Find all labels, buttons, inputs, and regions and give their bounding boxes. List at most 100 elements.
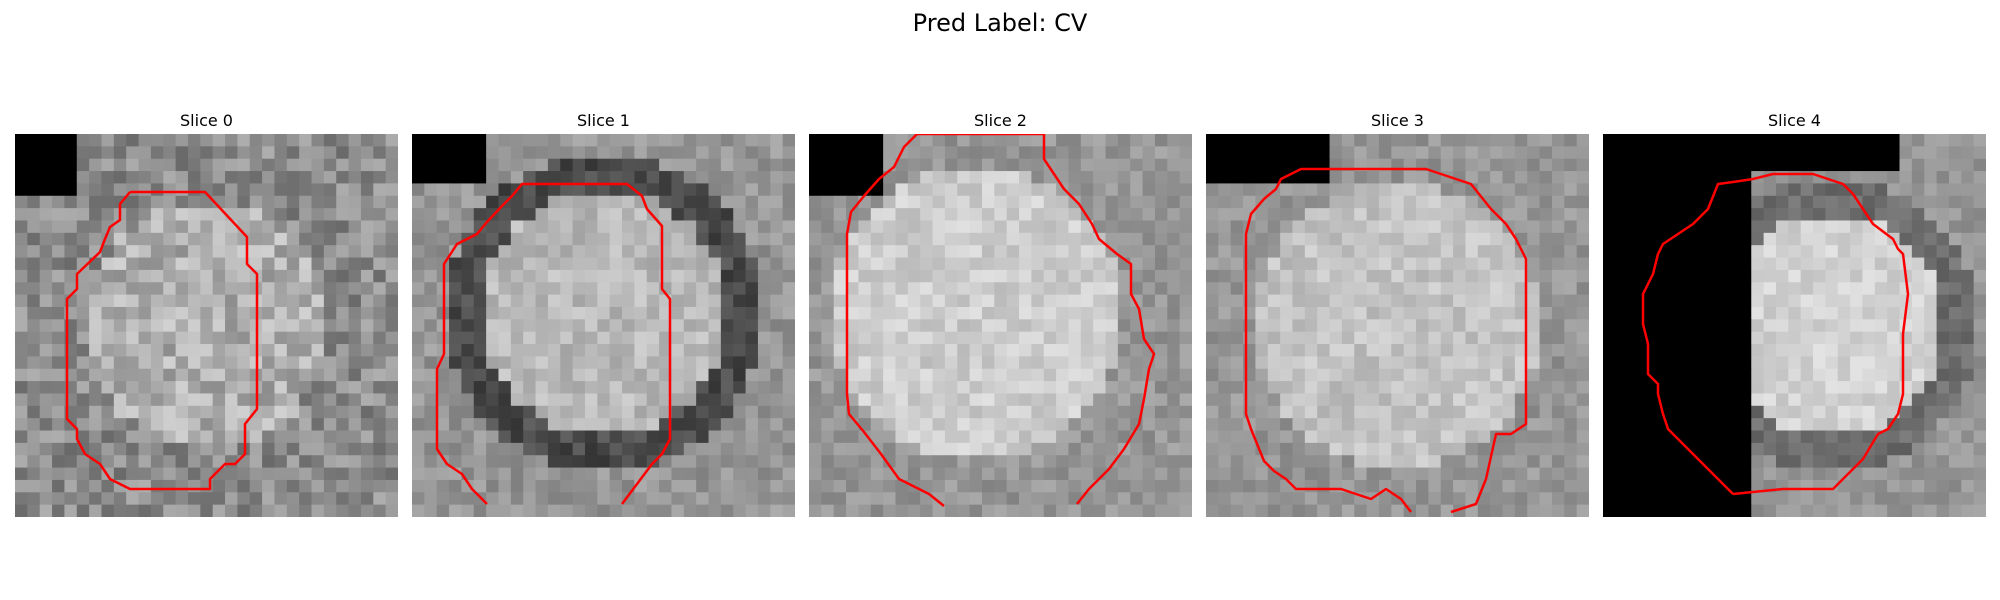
slice-pixel [498, 381, 512, 395]
slice-pixel [1031, 183, 1045, 197]
slice-pixel [299, 418, 313, 432]
slice-pixel [1936, 455, 1950, 469]
slice-pixel [1117, 208, 1131, 222]
slice-pixel [1366, 183, 1380, 197]
slice-pixel [1206, 208, 1219, 222]
slice-pixel [733, 245, 747, 259]
slice-pixel [473, 393, 487, 407]
slice-pixel [1167, 442, 1181, 456]
slice-pixel [535, 195, 549, 209]
slice-pixel [1267, 381, 1281, 395]
slice-pixel [1154, 245, 1168, 259]
slice-pixel [1304, 504, 1318, 517]
slice-pixel [1255, 257, 1269, 271]
slice-pixel [1105, 282, 1119, 296]
slice-pixel [609, 195, 623, 209]
slice-pixel [1329, 368, 1343, 382]
slice-pixel [1465, 319, 1479, 333]
slice-pixel [1031, 393, 1045, 407]
slice-pixel [1056, 269, 1070, 283]
slice-pixel [994, 171, 1008, 185]
slice-pixel [870, 430, 884, 444]
slice-pixel [720, 134, 734, 147]
slice-pixel [833, 393, 847, 407]
slice-pixel [101, 158, 115, 172]
slice-pixel [708, 356, 722, 370]
slice-pixel [1206, 479, 1219, 493]
slice-pixel [1664, 381, 1678, 395]
slice-pixel [1701, 430, 1715, 444]
slice-pixel [385, 294, 398, 308]
slice-pixel [64, 492, 78, 506]
slice-pixel [1615, 319, 1629, 333]
slice-pixel [1738, 282, 1752, 296]
slice-pixel [1167, 479, 1181, 493]
slice-pixel [1961, 430, 1975, 444]
slice-pixel [461, 269, 475, 283]
slice-pixel [1813, 504, 1826, 517]
slice-pixel [1416, 245, 1429, 259]
slice-pixel [1948, 418, 1962, 432]
slice-pixel [385, 368, 398, 382]
slice-pixel [1465, 356, 1479, 370]
slice-pixel [89, 134, 103, 147]
slice-pixel [1440, 418, 1454, 432]
slice-pixel [1874, 331, 1888, 345]
slice-pixel [1105, 393, 1119, 407]
slice-pixel [150, 294, 164, 308]
slice-pixel [1117, 393, 1131, 407]
slice-pixel [1576, 269, 1589, 283]
slice-pixel [1354, 294, 1368, 308]
slice-pixel [969, 418, 983, 432]
slice-pixel [733, 368, 747, 382]
slice-pixel [424, 405, 438, 419]
slice-pixel [1615, 467, 1629, 481]
slice-pixel [1366, 195, 1380, 209]
slice-pixel [175, 245, 189, 259]
slice-pixel [969, 282, 983, 296]
slice-pixel [1502, 331, 1516, 345]
slice-pixel [1874, 183, 1888, 197]
slice-pixel [138, 381, 152, 395]
slice-pixel [39, 195, 53, 209]
slice-pixel [622, 146, 635, 160]
slice-pixel [1142, 467, 1156, 481]
slice-pixel [1539, 269, 1553, 283]
slice-pixel [1874, 195, 1888, 209]
slice-pixel [1329, 344, 1343, 357]
slice-pixel [1862, 245, 1876, 259]
slice-pixel [1142, 134, 1156, 147]
slice-pixel [757, 282, 771, 296]
slice-pixel [821, 405, 835, 419]
slice-pixel [523, 220, 537, 234]
slice-pixel [89, 467, 103, 481]
slice-pixel [101, 368, 115, 382]
slice-pixel [15, 479, 28, 493]
slice-pixel [920, 282, 934, 296]
slice-pixel [969, 232, 983, 246]
slice-pixel [1490, 195, 1504, 209]
slice-pixel [1490, 381, 1504, 395]
slice-pixel [609, 306, 623, 320]
slice-pixel [1056, 245, 1070, 259]
slice-pixel [1477, 220, 1491, 234]
slice-pixel [683, 430, 697, 444]
slice-pixel [1887, 282, 1901, 296]
slice-pixel [1043, 455, 1057, 469]
slice-pixel [1564, 220, 1578, 234]
slice-pixel [348, 492, 362, 506]
slice-pixel [547, 195, 561, 209]
slice-pixel [1640, 146, 1654, 160]
slice-pixel [1403, 269, 1417, 283]
slice-pixel [1689, 467, 1703, 481]
slice-pixel [39, 393, 53, 407]
slice-pixel [1329, 183, 1343, 197]
slice-pixel [385, 208, 398, 222]
slice-pixel [1576, 405, 1589, 419]
slice-pixel [311, 455, 325, 469]
slice-pixel [646, 306, 660, 320]
slice-pixel [932, 492, 946, 506]
slice-pixel [1255, 319, 1269, 333]
slice-pixel [957, 171, 971, 185]
slice-pixel [175, 504, 189, 517]
